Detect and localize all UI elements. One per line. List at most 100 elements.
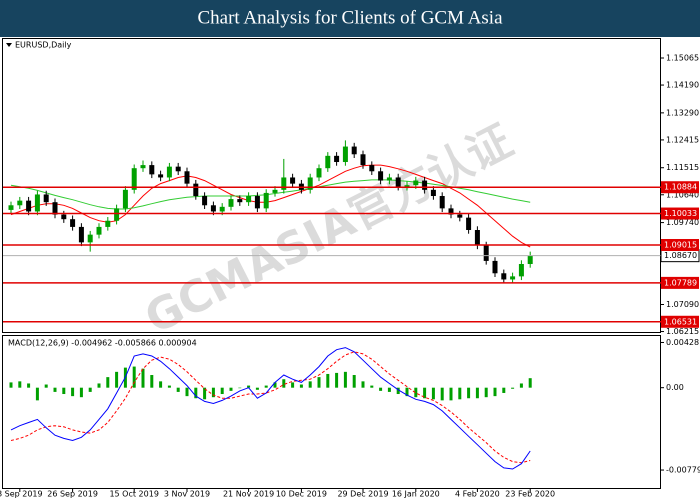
candle-body bbox=[184, 171, 190, 184]
candle-body bbox=[52, 202, 58, 215]
histogram-bar bbox=[106, 377, 110, 388]
candle-body bbox=[17, 200, 23, 206]
candle-body bbox=[386, 177, 392, 181]
candle-body bbox=[175, 166, 181, 172]
candle-body bbox=[26, 200, 32, 212]
candle-body bbox=[360, 154, 366, 166]
macd-pane bbox=[2, 335, 661, 489]
histogram-bar bbox=[282, 379, 286, 388]
y-tick-label: 1.10640 bbox=[666, 190, 699, 199]
candle-body bbox=[237, 199, 243, 203]
candle-body bbox=[342, 146, 348, 163]
histogram-bar bbox=[27, 383, 31, 388]
histogram-bar bbox=[150, 375, 154, 388]
y-tick-label: 0.00 bbox=[666, 383, 684, 392]
candle-body bbox=[422, 180, 428, 190]
histogram-bar bbox=[423, 387, 427, 399]
histogram-bar bbox=[343, 371, 347, 388]
histogram-bar bbox=[97, 383, 101, 388]
candle-body bbox=[202, 196, 208, 206]
histogram-bar bbox=[493, 387, 497, 397]
candle-body bbox=[87, 234, 93, 243]
candle-body bbox=[466, 217, 472, 231]
candle-body bbox=[290, 177, 296, 184]
histogram-bar bbox=[317, 377, 321, 388]
histogram-bar bbox=[308, 381, 312, 388]
level-box bbox=[661, 238, 699, 251]
candle-body bbox=[140, 165, 146, 169]
moving-average bbox=[10, 164, 531, 248]
histogram-bar bbox=[387, 387, 391, 392]
x-tick-label: 16 Jan 2020 bbox=[392, 490, 440, 499]
candle-body bbox=[210, 205, 216, 212]
candle-body bbox=[448, 208, 454, 215]
histogram-bar bbox=[238, 387, 242, 389]
x-tick-label: 26 Sep 2019 bbox=[47, 490, 98, 499]
candle-body bbox=[430, 189, 436, 197]
candle-body bbox=[131, 168, 137, 190]
histogram-bar bbox=[53, 387, 57, 392]
candle-body bbox=[122, 189, 128, 209]
y-tick-label: 1.14190 bbox=[666, 81, 699, 90]
candle-body bbox=[70, 219, 76, 227]
histogram-bar bbox=[299, 384, 303, 388]
y-tick-label: 1.09740 bbox=[666, 218, 699, 227]
histogram-bar bbox=[440, 387, 444, 401]
symbol-label: EURUSD,Daily bbox=[15, 41, 72, 50]
histogram-bar bbox=[176, 387, 180, 392]
histogram-bar bbox=[35, 387, 39, 401]
candle-body bbox=[413, 180, 419, 186]
level-box bbox=[661, 276, 699, 289]
histogram-bar bbox=[88, 387, 92, 392]
x-tick-label: 10 Dec 2019 bbox=[276, 490, 327, 499]
x-tick-label: 4 Feb 2020 bbox=[455, 490, 500, 499]
histogram-bar bbox=[211, 387, 215, 398]
y-tick-label: 1.11515 bbox=[666, 163, 699, 172]
candle-body bbox=[483, 245, 489, 261]
symbol-marker bbox=[6, 43, 12, 47]
candle-body bbox=[228, 199, 234, 207]
histogram-bar bbox=[326, 373, 330, 388]
candle-body bbox=[369, 165, 375, 172]
candle-body bbox=[61, 214, 67, 220]
histogram-bar bbox=[203, 387, 207, 400]
x-tick-label: 3 Nov 2019 bbox=[164, 490, 210, 499]
histogram-bar bbox=[370, 385, 374, 388]
histogram-bar bbox=[18, 381, 22, 388]
histogram-bar bbox=[484, 387, 488, 398]
candle-body bbox=[254, 196, 260, 209]
histogram-bar bbox=[167, 385, 171, 388]
current-price-label: 1.08670 bbox=[664, 251, 697, 260]
y-tick-label: 0.004281 bbox=[666, 338, 700, 347]
level-box bbox=[661, 315, 699, 328]
price-pane bbox=[2, 38, 661, 333]
candle-body bbox=[439, 196, 445, 209]
histogram-bar bbox=[361, 381, 365, 388]
y-tick-label: 1.06215 bbox=[666, 327, 699, 336]
histogram-bar bbox=[502, 387, 506, 393]
candle-body bbox=[158, 174, 164, 178]
y-tick-label: 1.13290 bbox=[666, 108, 699, 117]
histogram-bar bbox=[335, 372, 339, 388]
histogram-bar bbox=[458, 387, 462, 400]
candle-body bbox=[281, 177, 287, 190]
histogram-bar bbox=[405, 387, 409, 397]
histogram-bar bbox=[414, 387, 418, 398]
candle-body bbox=[474, 230, 480, 246]
candle-body bbox=[351, 146, 357, 155]
candle-body bbox=[78, 226, 84, 243]
candle-body bbox=[105, 220, 111, 227]
candle-body bbox=[114, 208, 120, 221]
histogram-bar bbox=[396, 387, 400, 395]
histogram-bar bbox=[71, 387, 75, 397]
watermark: GCMASIA官方认证 bbox=[137, 115, 520, 344]
moving-average bbox=[10, 179, 531, 210]
candle-body bbox=[510, 276, 516, 280]
candle-body bbox=[527, 255, 533, 265]
histogram-bar bbox=[273, 382, 277, 388]
candle-body bbox=[193, 183, 199, 197]
y-tick-label: 1.12415 bbox=[666, 135, 699, 144]
histogram-bar bbox=[229, 387, 233, 391]
level-box bbox=[661, 207, 699, 220]
candle-body bbox=[272, 189, 278, 193]
